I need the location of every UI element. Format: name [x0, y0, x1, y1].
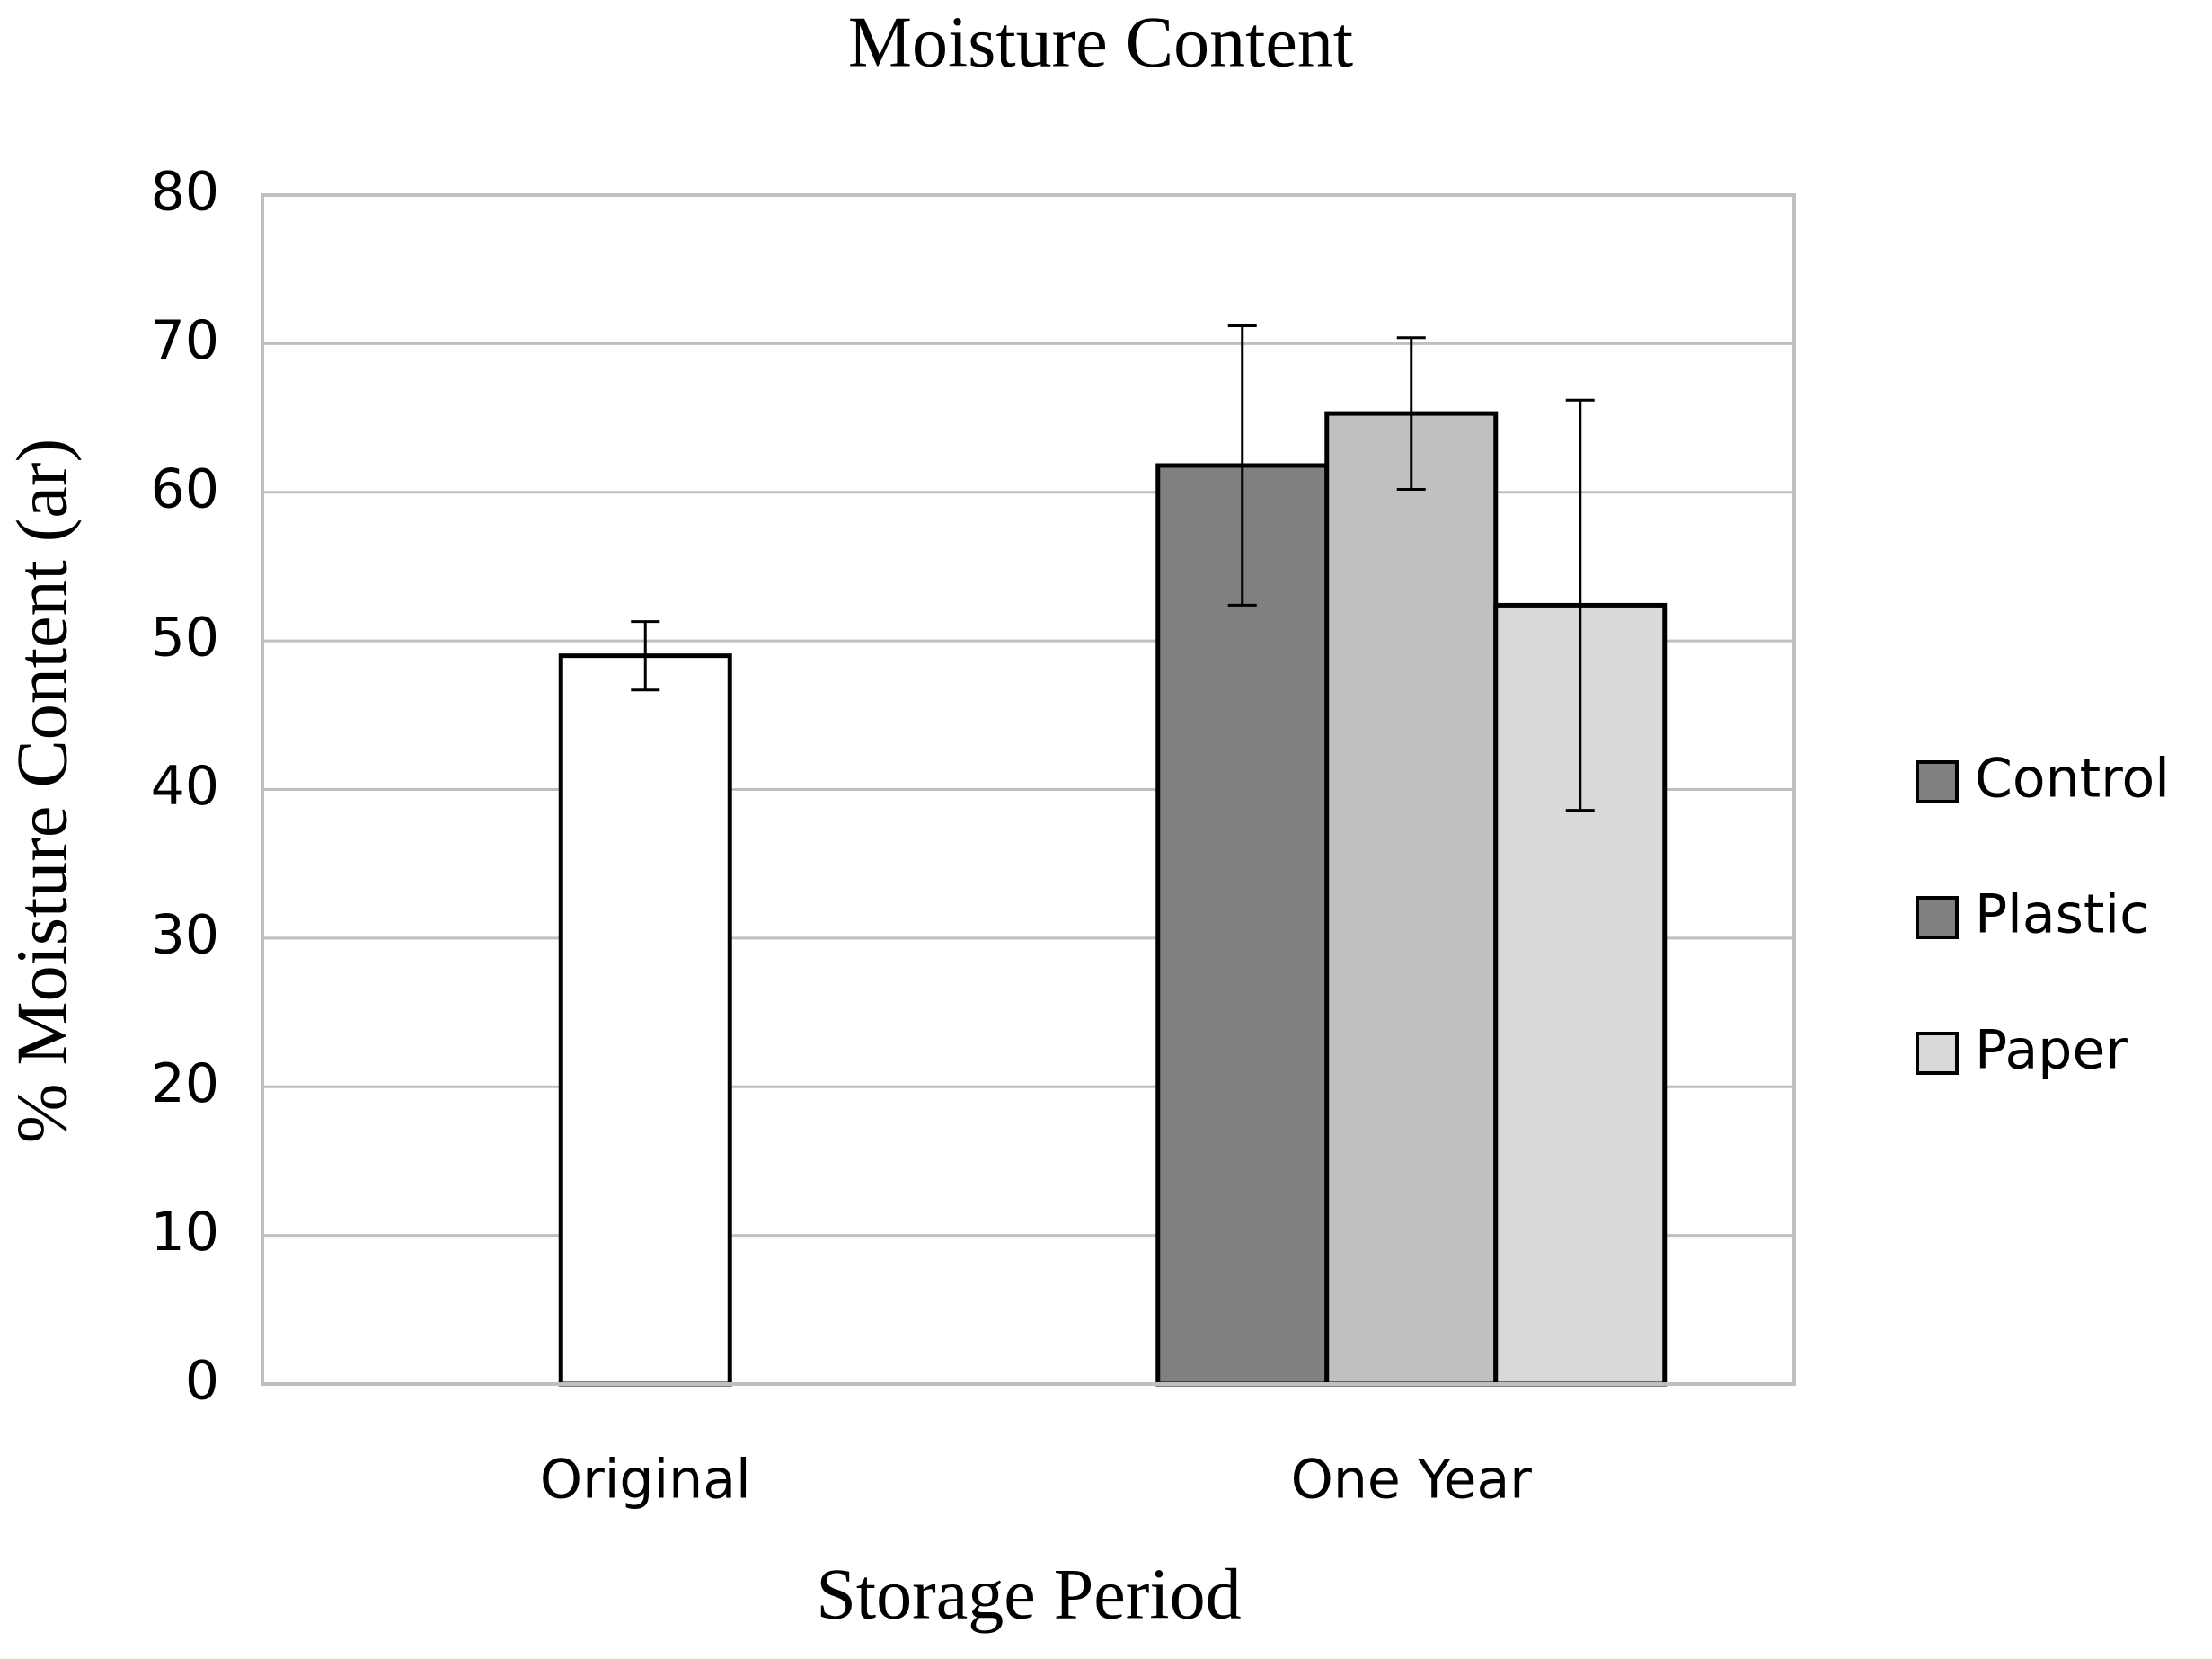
error-bar [631, 620, 660, 692]
x-axis-title: Storage Period [816, 1555, 1241, 1634]
error-bar [1396, 336, 1426, 491]
legend-swatch [1916, 1032, 1959, 1075]
error-bar [1565, 398, 1595, 812]
y-tick-label: 50 [151, 607, 219, 670]
y-axis-title: % Moisture Content (ar) [3, 439, 82, 1143]
y-tick-label: 30 [151, 903, 219, 966]
legend-label: Plastic [1975, 883, 2149, 946]
y-tick-label: 80 [151, 161, 219, 224]
y-tick-label: 70 [151, 309, 219, 372]
y-tick-label: 0 [185, 1350, 219, 1413]
y-tick-label: 40 [151, 755, 219, 818]
legend-label: Control [1975, 748, 2170, 811]
chart-title: Moisture Content [848, 3, 1353, 82]
legend-label: Paper [1975, 1019, 2128, 1082]
x-tick-label: One Year [1291, 1449, 1533, 1512]
x-tick-label: Original [540, 1449, 751, 1512]
legend-swatch [1916, 760, 1959, 803]
legend-swatch [1916, 896, 1959, 939]
y-tick-label: 60 [151, 457, 219, 520]
bar [1324, 411, 1499, 1387]
error-bar [1227, 324, 1257, 607]
y-tick-label: 10 [151, 1201, 219, 1264]
bar [558, 653, 732, 1387]
y-tick-label: 20 [151, 1052, 219, 1115]
